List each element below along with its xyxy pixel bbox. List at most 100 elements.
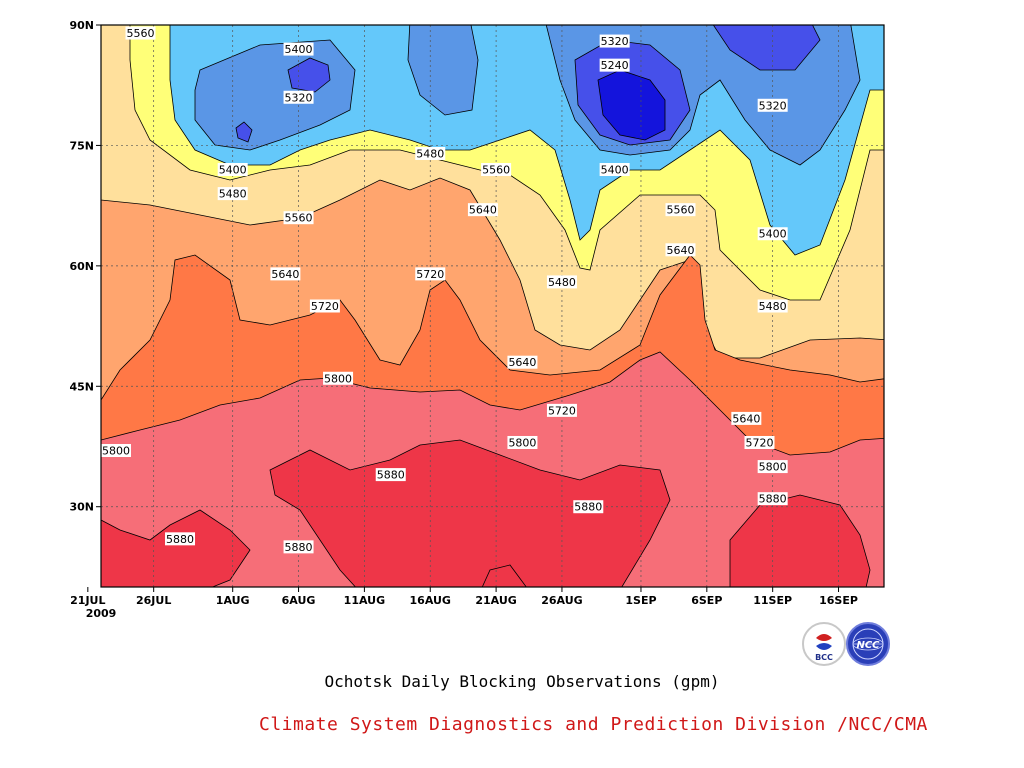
contour-label-text: 5480 xyxy=(548,276,576,289)
contour-label-text: 5320 xyxy=(285,91,313,104)
contour-label-text: 5800 xyxy=(102,445,130,458)
contour-label: 5640 xyxy=(270,267,301,281)
x-tick-label: 26JUL xyxy=(136,594,171,607)
contour-label-text: 5720 xyxy=(311,300,339,313)
contour-label-text: 5320 xyxy=(759,99,787,112)
contour-label-text: 5640 xyxy=(666,244,694,257)
band-5320-b xyxy=(407,25,479,116)
contour-label-text: 5400 xyxy=(219,164,247,177)
contour-label-text: 5320 xyxy=(601,35,629,48)
contour-label: 5800 xyxy=(323,371,354,385)
x-tick-label: 6SEP xyxy=(691,594,722,607)
contour-label-text: 5400 xyxy=(759,228,787,241)
contour-label-text: 5480 xyxy=(759,300,787,313)
x-year-label: 2009 xyxy=(86,607,117,620)
contour-label-text: 5800 xyxy=(759,461,787,474)
contour-label: 5400 xyxy=(217,163,248,177)
contour-label-text: 5480 xyxy=(416,147,444,160)
x-tick-label: 16AUG xyxy=(410,594,451,607)
contour-label-text: 5720 xyxy=(746,436,774,449)
contour-label-text: 5720 xyxy=(548,404,576,417)
y-tick-label: 45N xyxy=(69,380,94,393)
contour-label-text: 5640 xyxy=(271,268,299,281)
contour-label-text: 5880 xyxy=(166,533,194,546)
contour-labels: 5560 5400 5320 5400 5480 5560 5640 5720 5800 5880… xyxy=(101,26,788,554)
contour-label: 5720 xyxy=(744,435,775,449)
contour-label-text: 5240 xyxy=(601,59,629,72)
contour-label: 5480 xyxy=(415,146,446,160)
contour-label-text: 5480 xyxy=(219,188,247,201)
contour-label: 5480 xyxy=(217,187,248,201)
contour-label: 5800 xyxy=(101,444,131,458)
contour-label: 5720 xyxy=(309,299,340,313)
contour-label: 5560 xyxy=(665,203,696,217)
contour-label: 5400 xyxy=(283,42,314,56)
contour-label: 5560 xyxy=(481,163,512,177)
y-tick-label: 90N xyxy=(69,19,94,32)
contour-label-text: 5560 xyxy=(127,27,155,40)
contour-label-text: 5880 xyxy=(759,493,787,506)
contour-label-text: 5640 xyxy=(469,204,497,217)
contour-label: 5640 xyxy=(731,411,762,425)
contour-label: 5720 xyxy=(546,403,577,417)
band-5240-d xyxy=(235,121,253,143)
chart-title: Ochotsk Daily Blocking Observations (gpm… xyxy=(324,672,720,691)
contour-label-text: 5560 xyxy=(666,204,694,217)
contour-label: 5560 xyxy=(125,26,156,40)
svg-text:BCC: BCC xyxy=(815,653,833,662)
x-tick-label: 21JUL xyxy=(70,594,105,607)
axes: 21JUL 26JUL 1AUG 6AUG 11AUG 16AUG 21AUG 26AUG 1S… xyxy=(69,19,857,620)
contour-label: 5880 xyxy=(375,468,406,482)
contour-label: 5800 xyxy=(757,460,788,474)
band-5240-b xyxy=(712,25,821,71)
contour-label-text: 5640 xyxy=(732,412,760,425)
contour-label: 5880 xyxy=(165,532,196,546)
contour-label: 5320 xyxy=(283,90,314,104)
x-tick-label: 21AUG xyxy=(475,594,516,607)
y-tick-label: 30N xyxy=(69,501,94,514)
bcc-logo: BCC xyxy=(802,622,846,666)
contour-label: 5880 xyxy=(283,540,314,554)
contour-label-text: 5400 xyxy=(601,164,629,177)
contour-fill-layer xyxy=(101,25,884,587)
contour-label-text: 5880 xyxy=(574,501,602,514)
x-tick-label: 16SEP xyxy=(819,594,858,607)
contour-label: 5640 xyxy=(467,203,498,217)
contour-label: 5560 xyxy=(283,211,314,225)
plot-frame xyxy=(100,24,885,588)
contour-label-text: 5800 xyxy=(508,436,536,449)
contour-chart: 5560 5400 5320 5400 5480 5560 5640 5720 5800 5880… xyxy=(69,19,885,620)
x-tick-label: 11AUG xyxy=(344,594,385,607)
credit-line: Climate System Diagnostics and Predictio… xyxy=(259,714,928,735)
contour-label: 5640 xyxy=(665,243,696,257)
band-5880-a xyxy=(101,509,251,587)
contour-label-text: 5560 xyxy=(285,212,313,225)
band-5880-b xyxy=(269,439,671,587)
contour-label: 5880 xyxy=(573,500,604,514)
contour-label: 5320 xyxy=(757,98,788,112)
contour-label-text: 5400 xyxy=(285,43,313,56)
x-tick-label: 1AUG xyxy=(216,594,250,607)
contour-label: 5480 xyxy=(757,299,788,313)
band-5880-c xyxy=(481,564,527,587)
contour-label-text: 5560 xyxy=(482,164,510,177)
contour-label: 5400 xyxy=(757,227,788,241)
y-tick-label: 60N xyxy=(69,260,94,273)
contour-label-text: 5720 xyxy=(416,268,444,281)
svg-text:NCC: NCC xyxy=(856,640,880,651)
x-tick-label: 6AUG xyxy=(282,594,316,607)
x-tick-label: 26AUG xyxy=(541,594,582,607)
contour-label: 5480 xyxy=(546,275,577,289)
contour-label-text: 5880 xyxy=(285,541,313,554)
contour-label: 5800 xyxy=(507,435,538,449)
ncc-logo: NCC xyxy=(846,622,890,666)
contour-label-text: 5880 xyxy=(377,469,405,482)
y-tick-label: 75N xyxy=(69,139,94,152)
contour-label: 5320 xyxy=(599,34,630,48)
x-tick-label: 11SEP xyxy=(753,594,792,607)
x-tick-label: 1SEP xyxy=(625,594,656,607)
contour-label-text: 5800 xyxy=(324,372,352,385)
contour-label: 5720 xyxy=(415,267,446,281)
band-5160 xyxy=(597,69,666,141)
contour-label: 5640 xyxy=(507,355,538,369)
